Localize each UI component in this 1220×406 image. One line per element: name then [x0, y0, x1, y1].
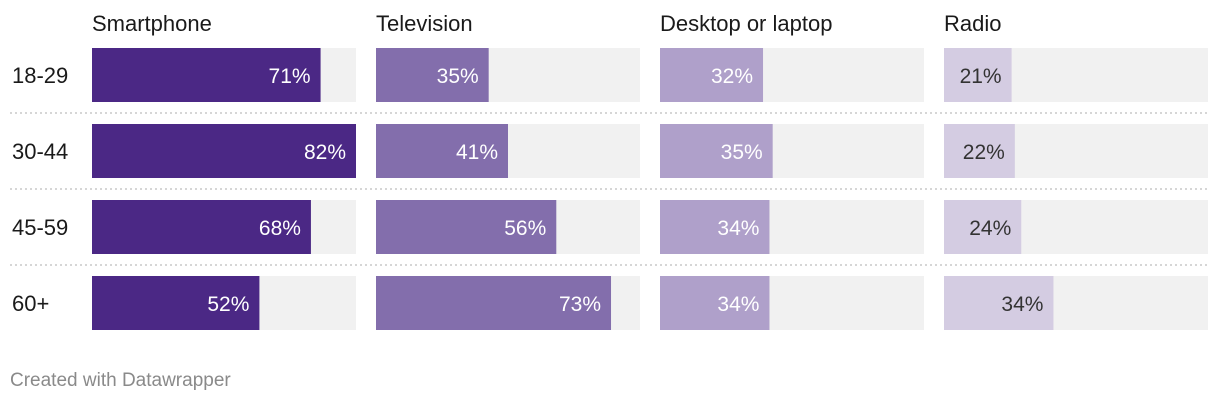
column-title: Radio	[944, 11, 1001, 36]
bar-value-label: 22%	[963, 141, 1005, 164]
row-label: 60+	[12, 291, 49, 316]
bar-value-label: 35%	[437, 65, 479, 88]
bar	[660, 124, 773, 178]
bar-value-label: 34%	[717, 217, 759, 240]
bar	[660, 276, 770, 330]
bar-value-label: 35%	[721, 141, 763, 164]
column-title: Smartphone	[92, 11, 212, 36]
bar	[92, 276, 260, 330]
bar	[92, 200, 311, 254]
row-label: 30-44	[12, 139, 68, 164]
bar	[376, 124, 508, 178]
bar	[660, 48, 764, 102]
bar-value-label: 71%	[269, 65, 311, 88]
bar-value-label: 56%	[504, 217, 546, 240]
column-title: Television	[376, 11, 473, 36]
bar	[944, 276, 1054, 330]
bar	[944, 48, 1012, 102]
bar	[944, 200, 1022, 254]
bar-value-label: 68%	[259, 217, 301, 240]
bar-value-label: 82%	[304, 141, 346, 164]
bar	[92, 48, 321, 102]
row-label: 18-29	[12, 63, 68, 88]
bar-value-label: 34%	[717, 293, 759, 316]
bar	[92, 124, 356, 178]
bar-value-label: 21%	[960, 65, 1002, 88]
credit-text: Created with Datawrapper	[10, 370, 231, 391]
bar-value-label: 52%	[207, 293, 249, 316]
bar-value-label: 32%	[711, 65, 753, 88]
bar	[944, 124, 1015, 178]
row-label: 45-59	[12, 215, 68, 240]
bar	[376, 200, 557, 254]
bar-value-label: 34%	[1001, 293, 1043, 316]
bar-value-label: 24%	[969, 217, 1011, 240]
bar	[376, 48, 489, 102]
bar	[660, 200, 770, 254]
bar-value-label: 73%	[559, 293, 601, 316]
column-title: Desktop or laptop	[660, 11, 832, 36]
bar	[376, 276, 612, 330]
bar-value-label: 41%	[456, 141, 498, 164]
